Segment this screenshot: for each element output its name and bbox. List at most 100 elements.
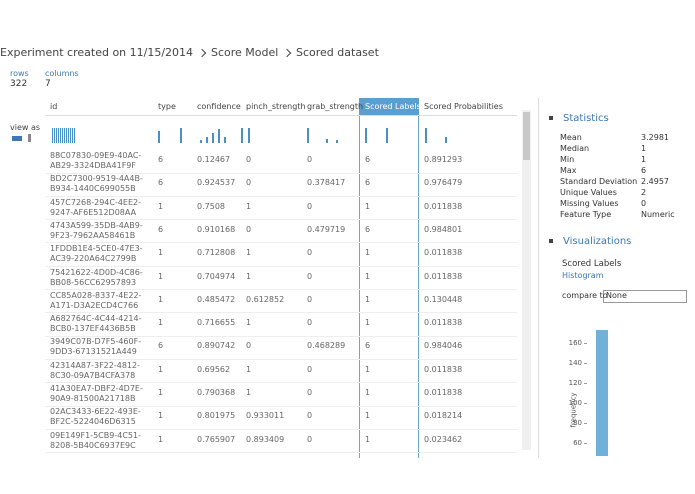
id-cell: 42314A87-3F22-4812- (50, 360, 140, 370)
id-cell: 4743A599-35DB-4AB9- (50, 220, 143, 230)
table-cell: 6 (365, 178, 371, 188)
table-cell: 0 (246, 224, 252, 234)
column-header[interactable]: grab_strength (307, 102, 364, 111)
table-cell: 0.378417 (307, 178, 346, 188)
id-cell: 90A9-81500A21718B (50, 394, 136, 403)
table-cell: 0.011838 (424, 201, 463, 211)
mini-hist (52, 128, 53, 143)
y-tick-label: 80 (573, 419, 582, 427)
mini-hist (218, 129, 220, 143)
id-cell: BB08-56CC62957893 (50, 277, 137, 287)
mini-hist (206, 137, 208, 143)
breadcrumb-item: Experiment created on 11/15/2014 (0, 46, 194, 59)
section-title[interactable]: Visualizations (563, 236, 632, 247)
table-cell: 6 (158, 341, 164, 351)
id-cell: 8208-5B40C6937E9C (50, 440, 136, 450)
section-title[interactable]: Statistics (563, 113, 609, 124)
histogram-bar (596, 330, 608, 456)
mini-hist (307, 128, 309, 143)
mini-hist (200, 140, 202, 143)
mini-hist (212, 133, 214, 143)
table-cell: 1 (365, 271, 371, 281)
stat-label: Min (560, 155, 575, 164)
column-header[interactable]: pinch_strength (246, 102, 306, 111)
table-cell: 0.468289 (307, 341, 346, 351)
table-cell: 1 (246, 388, 252, 397)
compare-select[interactable] (603, 290, 687, 303)
table-cell: 0.011838 (424, 318, 463, 328)
table-cell: 1 (158, 294, 164, 304)
row-line (45, 382, 517, 384)
table-cell: 0 (307, 271, 313, 281)
viz-kind: Histogram (562, 271, 604, 280)
view-icon (12, 136, 22, 141)
table-cell: 0 (246, 178, 252, 188)
mini-hist (445, 137, 447, 143)
column-header[interactable]: Scored Probabilities (424, 102, 503, 111)
mini-hist (60, 128, 61, 143)
table-cell: 0 (246, 155, 252, 164)
mini-hist (54, 128, 55, 143)
header-line (45, 115, 517, 116)
y-tick (584, 423, 587, 424)
column-header[interactable]: id (50, 102, 58, 111)
table-cell: 6 (365, 155, 371, 164)
columns-value: 7 (45, 79, 51, 89)
scrollbar[interactable] (522, 110, 531, 450)
table-cell: 0.12467 (197, 155, 231, 164)
id-cell: 88C07830-09E9-40AC- (50, 151, 142, 160)
id-cell: AB29-3324DBA41F9F (50, 161, 136, 170)
table-cell: 0.011838 (424, 248, 463, 258)
row-line (45, 405, 517, 407)
table-cell: 1 (365, 434, 371, 444)
table-cell: 1 (158, 434, 164, 444)
breadcrumb-item[interactable]: Score Model (211, 46, 279, 59)
y-tick (584, 403, 587, 404)
table-cell: 0.612852 (246, 294, 285, 304)
stat-label: Unique Values (560, 188, 617, 197)
table-cell: 0.890742 (197, 341, 236, 351)
column-header[interactable]: type (158, 102, 176, 111)
row-line (45, 428, 517, 430)
table-cell: 1 (246, 201, 252, 211)
id-cell: BCB0-137EF4436B5B (50, 324, 136, 334)
mini-hist (56, 128, 57, 143)
y-tick-label: 120 (568, 379, 582, 387)
table-cell: 1 (158, 271, 164, 281)
compare-value[interactable]: None (606, 291, 627, 300)
id-cell: 457C7268-294C-4EE2- (50, 197, 142, 207)
column-header[interactable]: Scored Labels (365, 102, 421, 111)
table-cell: 1 (246, 318, 252, 328)
table-cell: 1 (158, 201, 164, 211)
table-cell: 0 (307, 388, 313, 397)
table-cell: 6 (365, 341, 371, 351)
table-cell: 0.933011 (246, 411, 285, 421)
stat-value: 1 (641, 144, 647, 153)
scroll-thumb[interactable] (523, 112, 530, 160)
table-cell: 0.018214 (424, 411, 463, 421)
table-cell: 0.485472 (197, 294, 236, 304)
mini-hist (180, 128, 182, 143)
row-line (45, 265, 517, 267)
mini-hist (241, 128, 243, 143)
row-line (45, 358, 517, 360)
table-cell: 1 (246, 364, 252, 374)
table-cell: 0 (307, 434, 313, 444)
table-cell: 0 (307, 201, 313, 211)
id-cell: 09E149F1-5CB9-4C51- (50, 430, 141, 440)
table-cell: 0.704974 (197, 271, 236, 281)
y-tick (584, 363, 587, 364)
stat-value: 6 (641, 166, 647, 175)
breadcrumb-item[interactable]: Scored dataset (296, 46, 379, 59)
mini-hist (224, 137, 226, 143)
table-cell: 0.976479 (424, 178, 463, 188)
selected-header[interactable] (359, 98, 419, 115)
table-cell: 0.910168 (197, 224, 236, 234)
table-cell: 0.924537 (197, 178, 236, 188)
id-cell: 9F23-7962AA58461B (50, 230, 136, 240)
column-header[interactable]: confidence (197, 102, 241, 111)
table-cell: 0 (307, 364, 313, 374)
table-cell: 6 (158, 178, 164, 188)
mini-hist (58, 128, 59, 143)
row-line (45, 335, 517, 337)
